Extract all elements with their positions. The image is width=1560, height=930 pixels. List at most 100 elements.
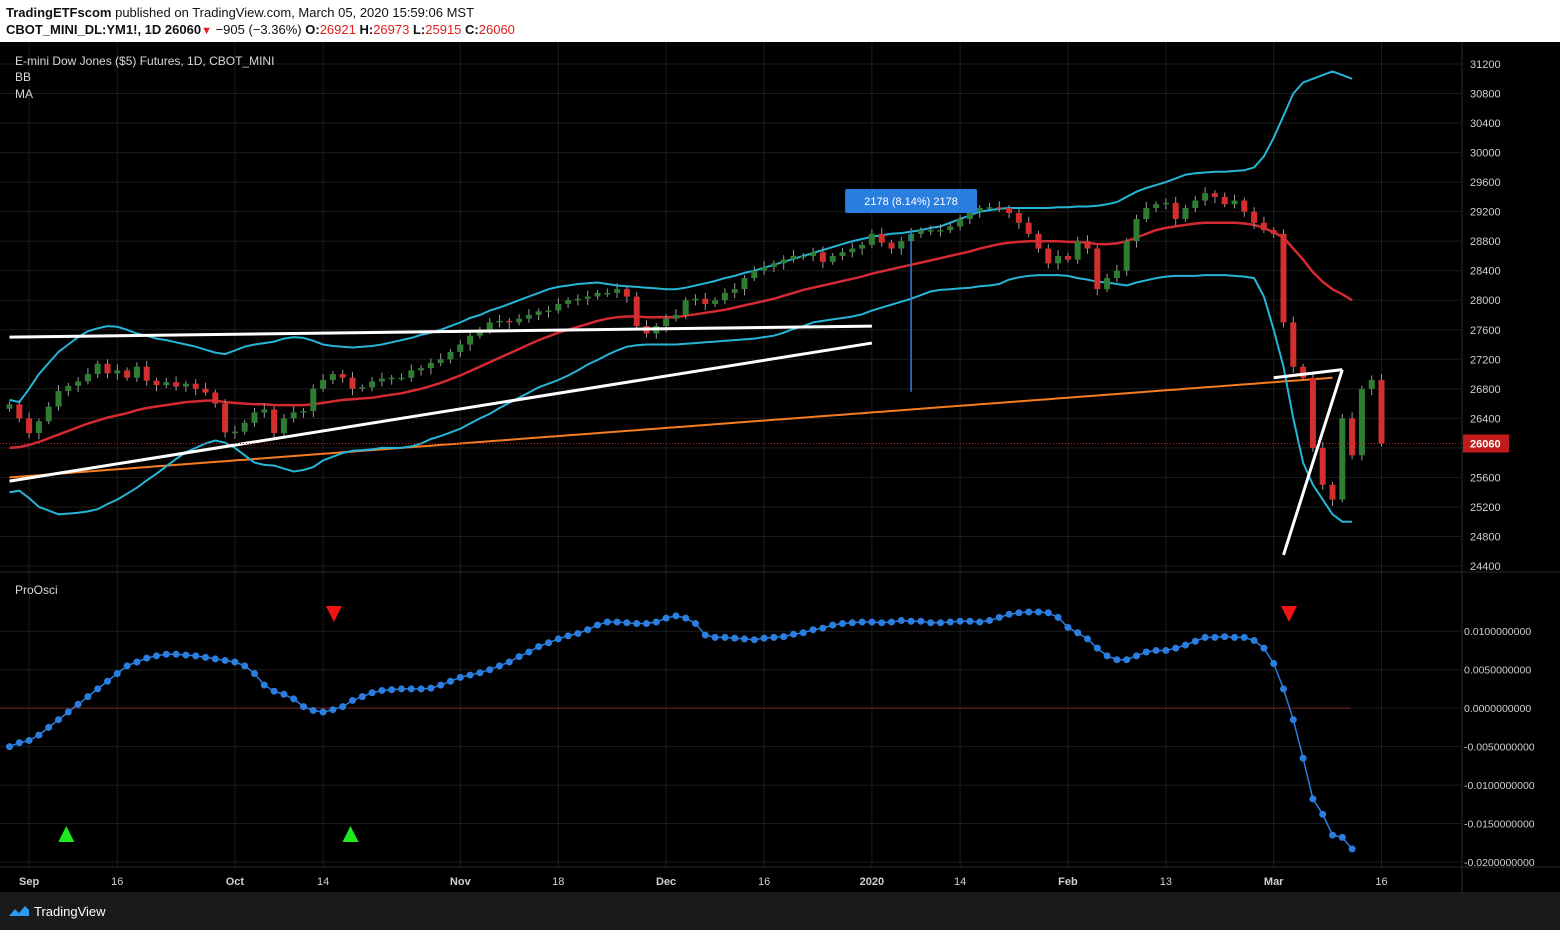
bb-legend[interactable]: BB [15, 70, 31, 84]
osc-point [113, 670, 121, 678]
osc-point [603, 618, 611, 626]
candle-body [427, 362, 434, 369]
buy-signal-up-arrow-icon [342, 826, 359, 842]
candle-body [829, 255, 836, 262]
candle-body [1309, 377, 1316, 448]
candle-body [26, 418, 33, 434]
candle-body [633, 296, 640, 327]
osc-point [1074, 629, 1082, 637]
osc-point [868, 618, 876, 626]
osc-point [329, 706, 337, 714]
osc-point [878, 619, 886, 627]
candle-body [496, 320, 503, 323]
osc-point [251, 670, 258, 678]
header-bar: TradingETFscom published on TradingView.… [0, 0, 1560, 42]
price-chart[interactable]: 2178 (8.14%) 2178 31200 30800 30400 30000 29… [0, 42, 1560, 892]
osc-tick-label: -0.0050000000 [1464, 742, 1535, 754]
candle-body [780, 259, 787, 264]
candle-body [202, 388, 209, 393]
osc-point [1054, 613, 1062, 621]
osc-point [995, 613, 1003, 621]
osc-point [564, 632, 572, 640]
price-tick-label: 27600 [1470, 325, 1501, 337]
osc-tick-label: -0.0100000000 [1464, 780, 1535, 792]
osc-point [711, 633, 719, 641]
bb-upper-line [9, 70, 1353, 404]
osc-point [388, 686, 396, 694]
oscillator-axis[interactable]: 0.0100000000 0.0050000000 0.0000000000 -0.0… [1464, 626, 1535, 869]
ma-line [9, 376, 1333, 479]
candle-body [408, 370, 415, 378]
osc-point [182, 651, 190, 659]
osc-point [1338, 833, 1346, 841]
candle-body [1006, 207, 1013, 214]
price-tick-label: 26400 [1470, 413, 1501, 425]
grid [0, 42, 1462, 867]
osc-point [750, 636, 758, 644]
symbol-line: CBOT_MINI_DL:YM1!, 1D 26060▼ −905 (−3.36… [6, 22, 515, 37]
time-tick-label: Feb [1058, 876, 1078, 888]
publish-line: TradingETFscom published on TradingView.… [6, 5, 474, 20]
osc-point [221, 656, 229, 664]
candle-body [55, 391, 62, 407]
time-tick-label: Sep [19, 876, 39, 888]
time-tick-label: 16 [1375, 876, 1387, 888]
ma-legend[interactable]: MA [15, 87, 33, 101]
time-tick-label: 2020 [860, 876, 884, 888]
candle-body [329, 374, 336, 380]
publisher-name[interactable]: TradingETFscom [6, 5, 112, 20]
time-axis[interactable]: Sep 16 Oct 14 Nov 18 Dec 16 2020 14 Feb 13 Mar 16 [19, 876, 1388, 888]
trendline[interactable] [1282, 369, 1344, 556]
candle-body [594, 292, 601, 297]
candle-body [153, 380, 160, 386]
candle-body [212, 392, 219, 404]
osc-point [133, 658, 141, 666]
osc-point [917, 617, 925, 625]
osc-point [35, 731, 43, 739]
osc-point [1152, 646, 1160, 654]
footer-brand[interactable]: TradingView [34, 904, 106, 919]
osc-point [633, 620, 641, 628]
osc-point [64, 708, 72, 716]
osc-point [976, 618, 984, 626]
candle-body [1358, 388, 1365, 456]
osc-point [1329, 831, 1336, 839]
time-tick-label: 16 [758, 876, 770, 888]
candle-body [614, 289, 621, 293]
candle-body [124, 370, 131, 378]
candle-body [976, 207, 983, 212]
osc-point [986, 616, 993, 624]
osc-point [701, 631, 709, 639]
candle-body [1231, 200, 1238, 205]
candle-body [751, 270, 758, 279]
measure-tool[interactable]: 2178 (8.14%) 2178 [845, 188, 978, 392]
candle-body [663, 318, 670, 327]
osc-legend[interactable]: ProOsci [15, 583, 58, 597]
osc-point [84, 693, 92, 701]
osc-point [496, 662, 503, 670]
osc-point [731, 634, 739, 642]
symbol-name: CBOT_MINI_DL:YM1!, 1D [6, 22, 162, 37]
oscillator-pane [0, 606, 1356, 853]
candle-body [1133, 219, 1140, 242]
candle-body [476, 329, 483, 336]
osc-point [172, 650, 180, 658]
ma200-line [9, 376, 1333, 479]
low-value: 25915 [425, 22, 462, 37]
trendline[interactable] [1273, 368, 1343, 380]
candle-body [359, 387, 366, 389]
osc-point [584, 626, 592, 634]
candle-body [917, 230, 924, 234]
osc-tick-label: -0.0200000000 [1464, 857, 1535, 869]
osc-point [535, 643, 543, 651]
trendline[interactable] [9, 341, 873, 483]
price-axis[interactable]: 31200 30800 30400 30000 29600 29200 28800 28400… [1470, 59, 1501, 573]
candle-body [574, 298, 581, 301]
trendlines[interactable] [9, 324, 1344, 556]
osc-point [1319, 810, 1327, 818]
trendline[interactable] [9, 324, 872, 339]
price-tick-label: 28400 [1470, 266, 1501, 278]
osc-point [1289, 716, 1297, 724]
candle-body [163, 382, 170, 386]
osc-tick-label: 0.0100000000 [1464, 626, 1531, 638]
